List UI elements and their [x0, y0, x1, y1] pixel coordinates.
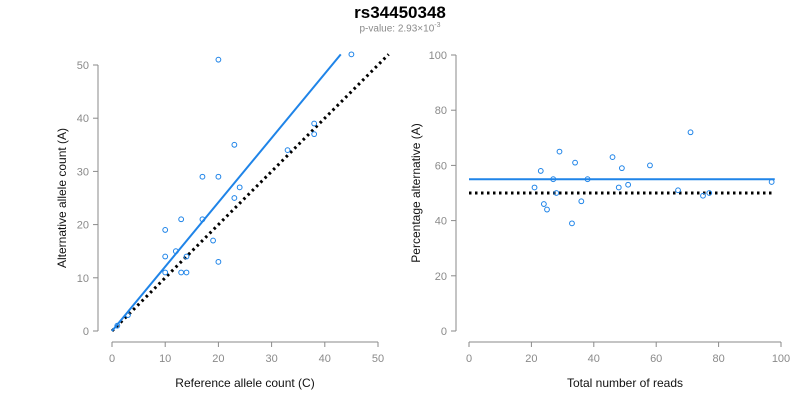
y-tick-label: 60: [435, 160, 447, 172]
data-point: [348, 51, 355, 58]
data-point: [231, 141, 238, 148]
y-tick-label: 20: [435, 271, 447, 283]
p-value-exponent: -3: [434, 22, 441, 29]
x-tick-label: 50: [372, 353, 384, 365]
data-point: [162, 269, 169, 276]
data-point: [199, 216, 206, 223]
x-tick-label: 40: [588, 353, 600, 365]
data-point: [178, 269, 185, 276]
data-point: [178, 216, 185, 223]
x-tick-label: 100: [772, 353, 790, 365]
data-point: [768, 179, 775, 185]
data-point: [215, 56, 222, 63]
data-point: [215, 173, 222, 180]
data-point: [199, 173, 206, 180]
data-point: [700, 192, 706, 199]
data-point: [706, 190, 713, 196]
y-tick-label: 0: [83, 326, 89, 338]
x-tick-label: 80: [712, 353, 724, 365]
x-axis-label: Total number of reads: [567, 376, 683, 390]
data-point: [572, 159, 578, 166]
data-point: [311, 120, 318, 127]
data-point: [550, 176, 557, 183]
data-point: [162, 253, 169, 260]
x-tick-label: 20: [525, 353, 537, 365]
y-axis-label: Percentage alternative (A): [409, 123, 423, 262]
percentage-scatter-panel: 0 20 40 60 80 100 0 20 40 60 80 100 Total number of …: [409, 50, 790, 390]
data-point: [162, 227, 169, 233]
data-point: [531, 184, 538, 191]
data-point: [569, 220, 575, 227]
chart-title: rs34450348: [354, 3, 446, 22]
y-tick-label: 40: [435, 216, 447, 228]
data-point: [675, 187, 681, 194]
data-point: [540, 201, 547, 207]
data-point: [615, 184, 622, 191]
data-point: [578, 198, 585, 205]
data-point: [544, 206, 550, 213]
x-tick-label: 20: [212, 353, 224, 365]
x-tick-label: 0: [109, 353, 115, 365]
data-point: [311, 131, 318, 138]
y-tick-label: 30: [77, 166, 89, 178]
data-point: [584, 176, 591, 183]
y-tick-label: 0: [441, 326, 447, 338]
data-point: [647, 162, 653, 169]
data-point: [215, 258, 222, 265]
data-point: [537, 168, 544, 174]
x-tick-label: 30: [265, 353, 277, 365]
allele-count-scatter-panel: 0 10 20 30 40 50 0 10 20 30 40 50 Reference allele c…: [55, 51, 390, 390]
x-tick-label: 60: [650, 353, 662, 365]
data-point: [114, 322, 121, 329]
data-point: [183, 269, 190, 276]
data-point: [183, 253, 190, 260]
x-tick-label: 0: [466, 353, 472, 365]
data-point: [125, 312, 131, 318]
data-point: [609, 154, 616, 161]
y-tick-label: 80: [435, 105, 447, 117]
data-point: [172, 248, 179, 255]
y-tick-label: 100: [429, 50, 447, 62]
x-tick-label: 10: [159, 353, 171, 365]
y-tick-label: 50: [77, 60, 89, 72]
y-tick-label: 10: [77, 273, 89, 285]
data-point: [556, 148, 563, 155]
data-point: [284, 147, 291, 154]
y-tick-label: 20: [77, 220, 89, 232]
data-point: [231, 195, 238, 201]
data-point: [236, 184, 243, 191]
data-point: [553, 190, 560, 196]
data-point: [625, 181, 632, 188]
x-axis-label: Reference allele count (C): [175, 376, 314, 390]
data-point: [687, 129, 694, 136]
y-tick-label: 40: [77, 113, 89, 125]
x-tick-label: 40: [319, 353, 331, 365]
data-point: [210, 237, 216, 244]
fit-line: [111, 53, 342, 332]
p-value-text: p-value: 2.93×10: [359, 23, 435, 35]
data-point: [618, 165, 625, 172]
p-value-subtitle: p-value: 2.93×10-3: [0, 22, 800, 34]
reference-line: [110, 53, 390, 333]
y-axis-label: Alternative allele count (A): [55, 128, 69, 268]
